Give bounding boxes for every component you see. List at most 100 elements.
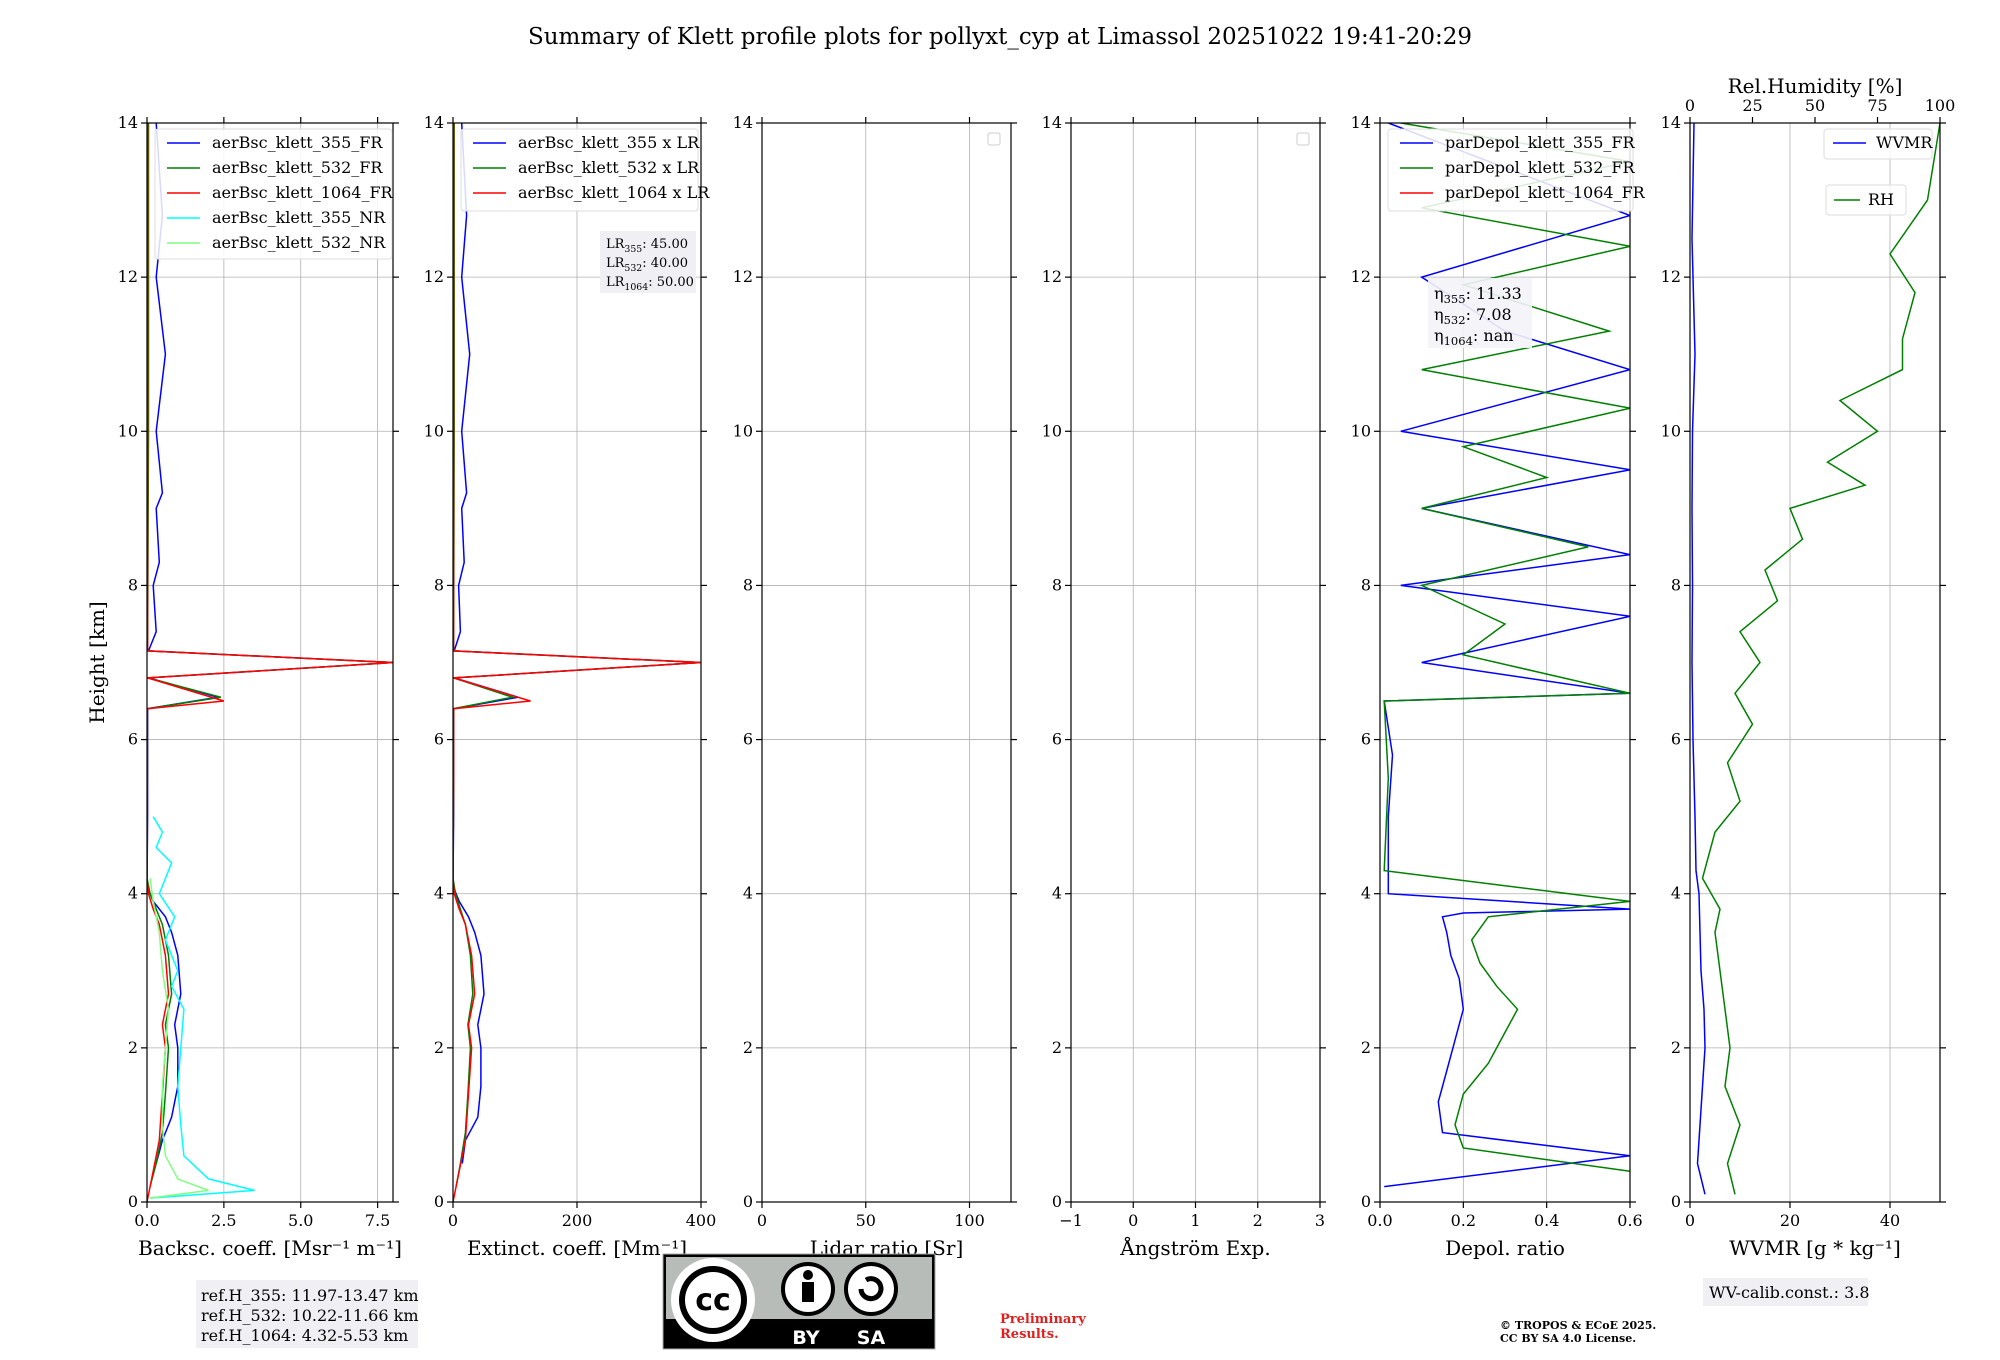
lidar-ratio-entry-value: : 50.00 <box>648 275 694 290</box>
cc-license-badge: cc BY SA <box>662 1253 936 1350</box>
lidar-ratio-entry-sub: 355 <box>624 244 642 255</box>
xtick-label: 3 <box>1315 1211 1325 1230</box>
series-line-aerBsc_klett_532_NR <box>149 878 209 1199</box>
x-axis-label: Backsc. coeff. [Msr⁻¹ m⁻¹] <box>138 1236 402 1260</box>
ytick-label: 6 <box>743 730 753 749</box>
legend: aerBsc_klett_355 x LR aerBsc_klett_532 x … <box>460 128 710 212</box>
legend-box <box>460 128 699 212</box>
copyright-line-2: CC BY SA 4.0 License. <box>1500 1332 1636 1345</box>
legend-box <box>154 128 393 260</box>
xtick-label: 50 <box>856 1211 876 1230</box>
ytick-label: 12 <box>1042 267 1062 286</box>
legend-entry: aerBsc_klett_532 x LR <box>518 158 700 177</box>
ytick-label: 12 <box>424 267 444 286</box>
x-axis-label: Extinct. coeff. [Mm⁻¹] <box>467 1236 687 1260</box>
legend-entry: parDepol_klett_355_FR <box>1445 133 1636 152</box>
top-xtick-label: 25 <box>1742 96 1762 115</box>
legend: WVMR RH <box>1823 128 1933 216</box>
ytick-label: 4 <box>1671 884 1681 903</box>
legend-entry: WVMR <box>1876 133 1933 152</box>
legend: parDepol_klett_355_FR parDepol_klett_532_… <box>1387 128 1646 212</box>
xtick-label: 2.5 <box>211 1211 236 1230</box>
series-group <box>147 123 393 1202</box>
axes-frame <box>1379 122 1631 1203</box>
series-line-aerBsc_klett_1064_FR <box>147 123 393 1202</box>
preliminary-line-1: Preliminary <box>1000 1312 1086 1327</box>
ytick-label: 4 <box>434 884 444 903</box>
ytick-label: 0 <box>1361 1192 1371 1211</box>
ytick-label: 12 <box>118 267 138 286</box>
xtick-label: 0 <box>1685 1211 1695 1230</box>
ytick-label: 2 <box>1671 1038 1681 1057</box>
lidar-ratio-entry-value: : 40.00 <box>642 256 688 271</box>
series-group <box>1383 123 1630 1188</box>
lidar-ratio-entry: LR1064: 50.00 <box>606 275 694 293</box>
eta-entry-value: : 11.33 <box>1466 284 1522 303</box>
preliminary-line-2: Results. <box>1000 1327 1059 1342</box>
axes-frame <box>761 122 1012 1203</box>
eta-box <box>1428 278 1532 348</box>
ytick-label: 8 <box>743 575 753 594</box>
xtick-label: 100 <box>954 1211 985 1230</box>
share-alike-icon <box>858 1276 884 1302</box>
eta-entry-value: : 7.08 <box>1466 305 1512 324</box>
panel-extinction: 0 2 4 6 8 10 12 14 0 200 400 Extinct. coeff. [Mm⁻¹]… <box>424 113 717 1260</box>
attribution-person-icon <box>803 1270 813 1280</box>
ytick-label: 14 <box>118 113 138 132</box>
legend: aerBsc_klett_355_FR aerBsc_klett_532_FRae… <box>154 128 394 260</box>
legend-entry: aerBsc_klett_355_FR <box>212 133 383 152</box>
ytick-label: 8 <box>1052 575 1062 594</box>
legend-box-wvmr <box>1823 128 1933 160</box>
x-axis-label: Ångström Exp. <box>1119 1235 1270 1260</box>
series-line-RH <box>1701 123 1940 1195</box>
reference-height-box <box>196 1280 418 1348</box>
lidar-ratio-entry-sub: 532 <box>624 263 642 274</box>
xtick-label: 0 <box>1128 1211 1138 1230</box>
legend-entry: aerBsc_klett_1064_FR <box>212 183 394 202</box>
lidar-ratio-entry-prefix: LR <box>606 256 626 271</box>
x-axis-label: WVMR [g * kg⁻¹] <box>1729 1236 1901 1260</box>
xtick-label: 0.0 <box>1367 1211 1392 1230</box>
panel-backscatter: 0 2 4 6 8 10 12 14 0.0 2.5 5.0 7.5 Backsc. coeff. [M… <box>85 113 419 1348</box>
legend-box <box>1387 128 1634 212</box>
ytick-label: 14 <box>733 113 753 132</box>
legend-entry: aerBsc_klett_355 x LR <box>518 133 700 152</box>
ytick-label: 6 <box>1052 730 1062 749</box>
reference-height: ref.H_1064: 4.32-5.53 km <box>201 1326 408 1345</box>
eta-entry-sub: 355 <box>1444 292 1466 306</box>
ytick-label: 8 <box>1361 575 1371 594</box>
legend-entry: aerBsc_klett_355_NR <box>212 208 386 227</box>
lidar-ratio-box <box>600 231 696 293</box>
ytick-label: 12 <box>1661 267 1681 286</box>
eta-entry-sub: 1064 <box>1444 334 1473 348</box>
ytick-label: 10 <box>733 421 753 440</box>
ytick-label: 0 <box>128 1192 138 1211</box>
xtick-label: 1 <box>1190 1211 1200 1230</box>
eta-entry: η532: 7.08 <box>1434 305 1512 327</box>
y-axis-label: Height [km] <box>85 601 109 723</box>
panel-depol: 0 2 4 6 8 10 12 14 0.0 0.2 0.4 0.6 Depol. ratio parDe… <box>1351 113 1646 1260</box>
series-line-aerBsc_klett_355_NR <box>150 816 255 1199</box>
ytick-label: 6 <box>1671 730 1681 749</box>
ytick-label: 2 <box>743 1038 753 1057</box>
cc-symbol: cc <box>695 1283 731 1318</box>
xtick-label: 7.5 <box>365 1211 390 1230</box>
ytick-label: 14 <box>1351 113 1371 132</box>
eta-entry-prefix: η <box>1434 305 1444 324</box>
axes-frame <box>1689 122 1941 1203</box>
xtick-label: 200 <box>562 1211 593 1230</box>
eta-entry: η355: 11.33 <box>1434 284 1522 306</box>
reference-height: ref.H_355: 11.97-13.47 km <box>201 1286 419 1305</box>
xtick-label: 0 <box>448 1211 458 1230</box>
ytick-label: 2 <box>1361 1038 1371 1057</box>
ytick-label: 0 <box>1671 1192 1681 1211</box>
ytick-label: 8 <box>434 575 444 594</box>
lidar-ratio-entry-sub: 1064 <box>624 282 648 293</box>
series-line-parDepol_klett_355_FR <box>1383 123 1630 1188</box>
legend-entry: aerBsc_klett_532_FR <box>212 158 383 177</box>
legend-box-rh <box>1825 184 1907 216</box>
badge-sa: SA <box>857 1327 886 1349</box>
ytick-label: 2 <box>434 1038 444 1057</box>
